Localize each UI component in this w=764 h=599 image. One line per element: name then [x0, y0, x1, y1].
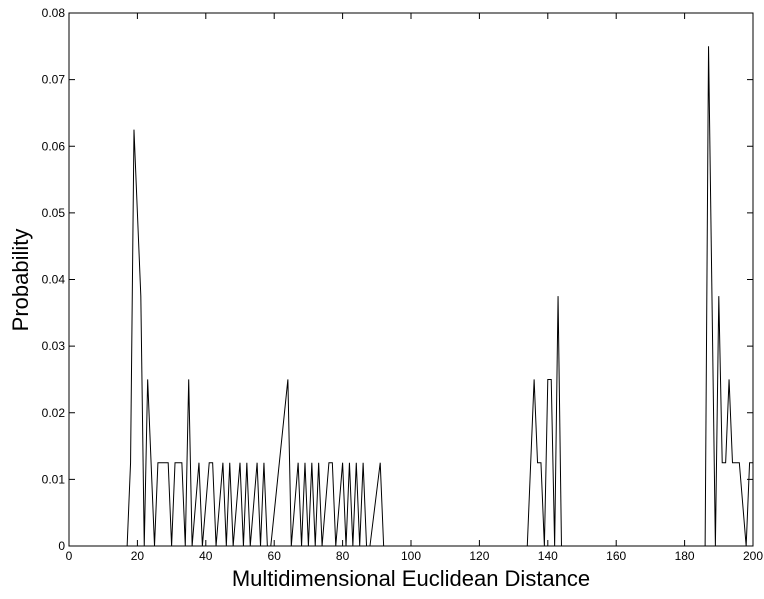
x-tick-label: 60: [268, 549, 282, 563]
data-line: [69, 46, 753, 547]
x-tick-label: 200: [743, 549, 763, 563]
y-tick-label: 0.05: [42, 206, 66, 220]
y-tick-label: 0.02: [42, 406, 66, 420]
x-tick-label: 100: [401, 549, 421, 563]
x-tick-label: 160: [606, 549, 626, 563]
x-axis-label: Multidimensional Euclidean Distance: [232, 566, 590, 591]
x-tick-label: 80: [336, 549, 350, 563]
x-tick-label: 0: [66, 549, 73, 563]
x-tick-label: 120: [469, 549, 489, 563]
y-axis-label: Probability: [8, 229, 33, 332]
plot-frame: [68, 12, 754, 547]
x-tick-label: 180: [675, 549, 695, 563]
y-tick-label: 0.06: [42, 139, 66, 153]
y-tick-label: 0.04: [42, 273, 66, 287]
x-tick-label: 20: [131, 549, 145, 563]
x-tick-label: 140: [538, 549, 558, 563]
y-tick-label: 0.08: [42, 6, 66, 20]
y-tick-label: 0.07: [42, 73, 66, 87]
x-tick-label: 40: [199, 549, 213, 563]
y-tick-label: 0: [58, 539, 65, 553]
y-tick-label: 0.03: [42, 339, 66, 353]
y-tick-label: 0.01: [42, 472, 66, 486]
